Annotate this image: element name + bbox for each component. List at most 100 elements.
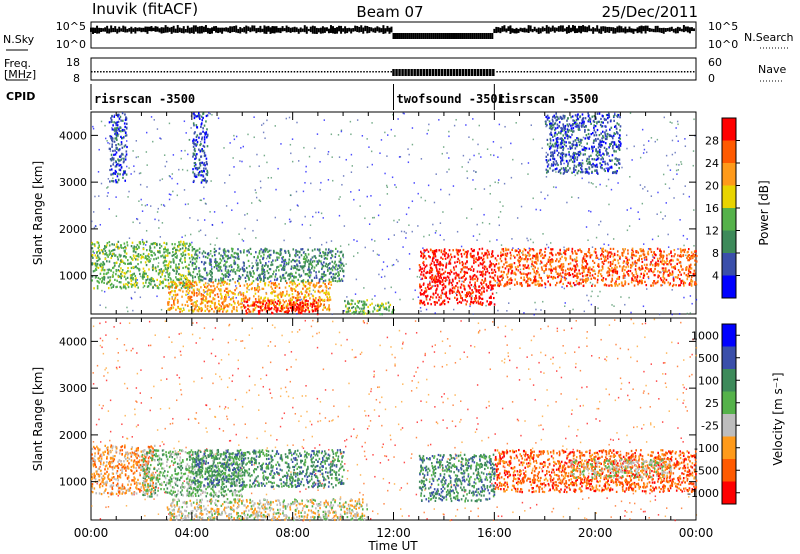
data-cell	[549, 263, 552, 266]
data-cell	[169, 265, 172, 268]
data-cell	[179, 289, 182, 292]
data-cell	[471, 291, 474, 295]
scatter-cell	[435, 230, 437, 232]
scatter-cell	[251, 202, 253, 204]
data-cell	[123, 261, 125, 265]
data-cell	[362, 300, 365, 303]
data-cell	[638, 259, 640, 262]
data-cell	[309, 284, 311, 287]
data-cell	[480, 256, 483, 259]
data-cell	[469, 267, 472, 270]
data-cell	[313, 266, 316, 269]
scatter-cell	[599, 247, 602, 250]
freq-sample	[339, 71, 341, 73]
data-cell	[481, 252, 483, 255]
data-cell	[610, 280, 613, 283]
scatter-cell	[572, 308, 574, 311]
data-cell	[447, 301, 450, 304]
scatter-cell	[203, 186, 205, 189]
scatter-cell	[526, 254, 528, 257]
freq-sample	[257, 71, 259, 73]
data-cell	[240, 299, 243, 302]
data-cell	[585, 253, 588, 256]
data-cell	[301, 300, 304, 303]
data-cell	[182, 251, 184, 254]
data-cell	[348, 302, 350, 305]
data-cell	[264, 282, 267, 285]
data-cell	[286, 290, 288, 293]
data-cell	[334, 247, 337, 251]
data-cell	[316, 305, 319, 308]
data-cell	[97, 280, 100, 283]
data-cell	[314, 255, 316, 258]
data-cell	[111, 243, 113, 246]
data-cell	[203, 261, 206, 264]
data-cell	[623, 260, 625, 263]
data-cell	[442, 253, 444, 256]
data-cell	[348, 306, 350, 310]
data-cell	[190, 274, 192, 277]
data-cell	[283, 262, 286, 265]
data-cell	[105, 252, 108, 255]
scatter-cell	[607, 163, 609, 166]
data-cell	[166, 264, 168, 267]
data-cell	[600, 274, 603, 278]
scatter-cell	[107, 192, 109, 194]
data-cell	[677, 269, 680, 272]
data-cell	[460, 252, 463, 256]
scatter-cell	[399, 155, 402, 158]
data-cell	[285, 263, 288, 266]
scatter-cell	[676, 173, 678, 175]
scatter-cell	[255, 191, 257, 194]
data-cell	[437, 273, 440, 276]
data-cell	[302, 283, 305, 286]
scatter-cell	[646, 151, 648, 154]
data-cell	[516, 281, 518, 284]
data-cell	[94, 262, 97, 265]
data-cell	[378, 305, 381, 309]
data-cell	[611, 262, 614, 266]
data-cell	[326, 265, 328, 268]
data-cell	[131, 283, 133, 287]
data-cell	[354, 307, 357, 310]
data-cell	[438, 299, 440, 302]
data-cell	[534, 261, 536, 264]
data-cell	[454, 255, 456, 258]
data-cell	[423, 267, 426, 270]
data-cell	[208, 277, 211, 281]
scatter-cell	[158, 227, 160, 229]
data-cell	[176, 278, 178, 281]
data-cell	[460, 301, 463, 304]
data-cell	[260, 248, 262, 251]
data-cell	[429, 284, 431, 287]
data-cell	[244, 276, 247, 279]
data-cell	[103, 247, 105, 251]
data-cell	[285, 271, 288, 274]
scatter-cell	[442, 146, 445, 148]
data-cell	[268, 304, 270, 307]
data-cell	[293, 281, 295, 284]
data-cell	[648, 270, 650, 273]
scatter-cell	[372, 250, 375, 252]
scatter-cell	[386, 193, 389, 195]
scatter-cell	[511, 238, 513, 240]
data-cell	[685, 266, 688, 269]
data-cell	[168, 251, 171, 255]
data-cell	[567, 262, 570, 266]
data-cell	[659, 277, 662, 280]
data-cell	[591, 274, 594, 277]
data-cell	[427, 250, 430, 253]
scatter-cell	[565, 277, 568, 280]
data-cell	[476, 277, 479, 280]
freq-sample	[593, 71, 595, 73]
data-cell	[187, 273, 190, 276]
data-cell	[253, 302, 256, 305]
scatter-cell	[211, 113, 213, 116]
scatter-cell	[117, 133, 120, 135]
data-cell	[472, 278, 474, 281]
data-cell	[288, 261, 290, 264]
data-cell	[419, 286, 422, 289]
data-cell	[241, 274, 244, 277]
data-cell	[681, 249, 684, 252]
data-cell	[504, 254, 507, 257]
